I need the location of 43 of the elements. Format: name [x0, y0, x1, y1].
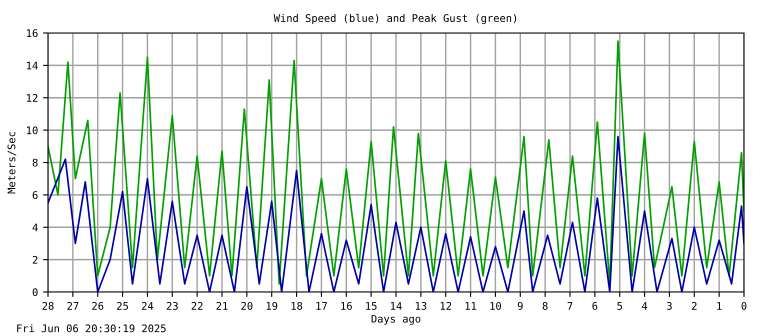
- y-tick-label: 0: [32, 288, 38, 296]
- x-tick-label: 13: [416, 302, 426, 310]
- x-tick-label: 19: [266, 302, 278, 310]
- x-tick-label: 17: [316, 302, 327, 310]
- x-tick-label: 7: [568, 302, 572, 310]
- x-tick-label: 6: [592, 302, 598, 310]
- x-tick-label: 12: [440, 302, 452, 310]
- y-tick-label: 10: [26, 126, 38, 134]
- x-tick-label: 26: [92, 302, 104, 310]
- y-tick-label: 4: [32, 224, 38, 232]
- x-tick-label: 10: [490, 302, 502, 310]
- x-tick-label: 3: [666, 302, 672, 310]
- x-tick-label: 4: [642, 302, 648, 310]
- x-tick-label: 2: [692, 302, 697, 310]
- y-tick-label: 8: [32, 158, 38, 167]
- x-tick-label: 9: [518, 302, 523, 310]
- x-tick-label: 21: [216, 302, 228, 310]
- x-tick-label: 15: [366, 302, 377, 310]
- line-series: [48, 40, 744, 285]
- x-tick-label: 14: [390, 302, 402, 310]
- y-tick-label: 16: [26, 29, 38, 38]
- x-tick-label: 24: [142, 302, 154, 310]
- x-tick-label: 18: [292, 302, 302, 310]
- x-tick-label: 1: [717, 302, 722, 310]
- x-tick-label: 23: [166, 302, 178, 310]
- y-tick-label: 12: [26, 94, 38, 102]
- y-tick-label: 6: [32, 191, 38, 200]
- x-tick-label: 20: [241, 302, 252, 310]
- x-tick-label: 0: [742, 302, 746, 310]
- x-tick-label: 16: [341, 302, 352, 310]
- y-tick-label: 14: [26, 62, 38, 70]
- x-tick-label: 11: [466, 302, 476, 310]
- y-tick-label: 2: [32, 256, 38, 264]
- x-axis-title: Days ago: [372, 314, 420, 325]
- x-tick-label: 27: [67, 302, 78, 310]
- x-tick-label: 8: [542, 302, 548, 310]
- x-tick-label: 5: [617, 302, 622, 310]
- x-tick-label: 28: [42, 302, 54, 310]
- x-tick-label: 25: [117, 302, 128, 310]
- y-axis-title: Meters/Sec: [8, 132, 16, 194]
- text: Fri Jun 06 20:30:19 2025: [17, 324, 166, 332]
- chart-title: Wind Speed (blue) and Peak Gust (green): [274, 14, 516, 24]
- x-tick-label: 22: [192, 302, 203, 310]
